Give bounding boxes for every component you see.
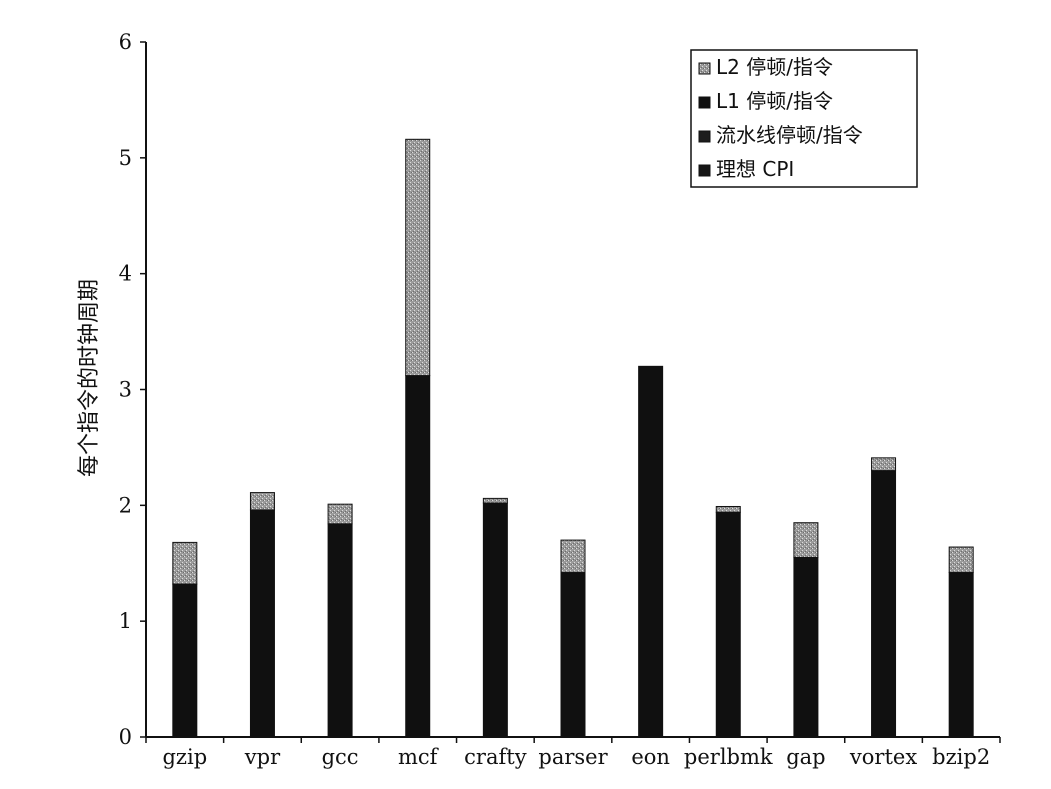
x-tick-label: vortex <box>849 745 917 769</box>
y-tick-label: 2 <box>119 493 132 517</box>
y-tick-label: 6 <box>119 30 132 54</box>
legend-label: 理想 CPI <box>716 157 794 181</box>
bar-segment-gap-s3 <box>793 522 819 558</box>
bar-segment-crafty-s3 <box>482 497 508 504</box>
bar-stack-vpr <box>249 492 275 738</box>
bar-stack-eon <box>638 365 664 738</box>
bar-segment-parser-s3 <box>560 539 586 574</box>
bar-segment-vortex-s2 <box>871 470 897 738</box>
bar-segment-vortex-s3 <box>871 457 897 472</box>
y-tick-label: 3 <box>119 378 132 402</box>
legend-swatch <box>698 164 711 177</box>
bar-stack-bzip2 <box>948 546 974 738</box>
x-tick-label: eon <box>631 745 670 769</box>
x-tick-labels: gzip vpr gcc mcf crafty parser eon perlbmk gap vo… <box>145 737 1001 769</box>
bar-segment-gcc-s2 <box>327 523 353 738</box>
bar-segment-gzip-s2 <box>172 583 198 738</box>
bar-segment-bzip2-s3 <box>948 546 974 574</box>
x-tick-label: crafty <box>464 745 527 769</box>
bar-segment-gap-s2 <box>793 556 819 738</box>
bar-segment-parser-s2 <box>560 572 586 738</box>
bar-stack-gcc <box>327 503 353 738</box>
bar-stack-vortex <box>871 457 897 738</box>
bar-segment-vpr-s3 <box>249 492 275 511</box>
x-tick-label: parser <box>538 745 608 769</box>
bar-stack-crafty <box>482 497 508 738</box>
y-tick-label: 1 <box>119 609 132 633</box>
legend-label: L1 停顿/指令 <box>716 89 833 113</box>
legend-label: L2 停顿/指令 <box>716 55 833 79</box>
bar-segment-gcc-s3 <box>327 503 353 525</box>
legend-swatch <box>698 62 711 75</box>
bar-segment-perlbmk-s3 <box>715 505 741 513</box>
bar-segment-gzip-s3 <box>172 541 198 585</box>
y-tick-label: 4 <box>119 262 132 286</box>
x-tick-label: perlbmk <box>684 745 773 769</box>
bar-stack-gzip <box>172 541 198 738</box>
bars <box>172 138 974 738</box>
legend-label: 流水线停顿/指令 <box>716 123 863 147</box>
y-tick-label: 0 <box>119 725 132 749</box>
x-tick-label: gap <box>786 745 825 769</box>
bar-segment-mcf-s2 <box>405 375 431 738</box>
x-tick-label: mcf <box>398 745 440 769</box>
y-axis-title: 每个指令的时钟周期 <box>77 279 102 477</box>
bar-segment-vpr-s2 <box>249 509 275 738</box>
x-tick-label: vpr <box>244 745 281 769</box>
bar-segment-eon-s2 <box>638 365 664 738</box>
bar-segment-mcf-s3 <box>405 138 431 377</box>
x-tick-label: bzip2 <box>932 745 990 769</box>
bar-stack-parser <box>560 539 586 738</box>
x-tick-label: gzip <box>162 745 207 769</box>
bar-segment-bzip2-s2 <box>948 572 974 738</box>
bar-stack-gap <box>793 522 819 738</box>
bar-segment-crafty-s2 <box>482 502 508 738</box>
bar-stack-mcf <box>405 138 431 738</box>
legend-swatch <box>698 96 711 109</box>
x-tick-label: gcc <box>322 745 359 769</box>
bar-segment-perlbmk-s2 <box>715 511 741 738</box>
y-ticks: 0 1 2 3 4 5 6 <box>119 30 146 749</box>
legend-swatch <box>698 130 711 143</box>
y-tick-label: 5 <box>119 146 132 170</box>
legend-box <box>690 49 918 188</box>
bar-stack-perlbmk <box>715 505 741 738</box>
